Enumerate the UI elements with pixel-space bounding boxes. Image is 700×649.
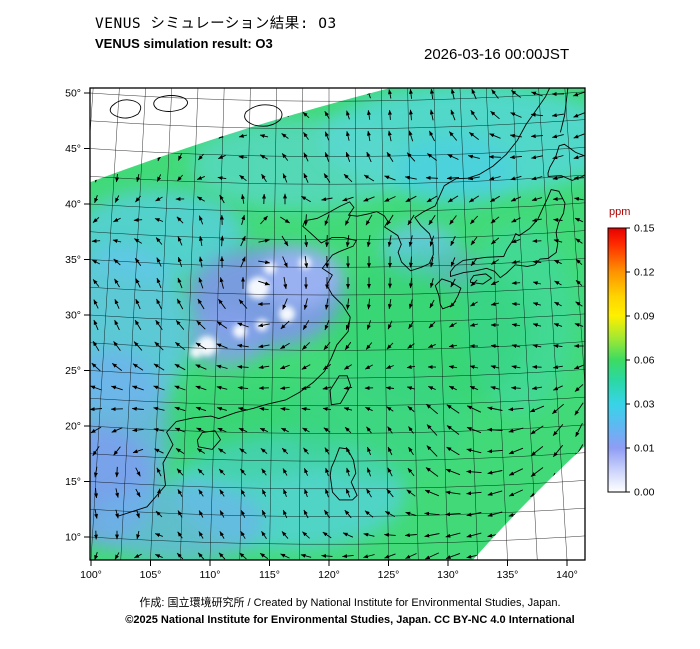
svg-text:115°: 115° [259, 569, 280, 581]
colorbar: ppm 0.15 0.12 0.09 0.06 0.03 0.01 0.00 [607, 206, 655, 499]
svg-text:35°: 35° [65, 254, 81, 266]
datetime-label: 2026-03-16 00:00JST [424, 46, 570, 63]
credit-line: 作成: 国立環境研究所 / Created by National Instit… [139, 597, 561, 609]
svg-text:15°: 15° [65, 476, 81, 488]
svg-text:0.09: 0.09 [634, 311, 655, 323]
svg-text:0.01: 0.01 [634, 443, 655, 455]
svg-text:ppm: ppm [609, 206, 630, 218]
svg-text:45°: 45° [65, 143, 81, 155]
svg-text:0.06: 0.06 [634, 355, 655, 367]
coast-honshu [449, 188, 566, 279]
coast-hainan [196, 430, 222, 450]
coast-sakhalin-edge [559, 88, 569, 133]
svg-text:20°: 20° [65, 421, 81, 433]
license-line: ©2025 National Institute for Environment… [125, 614, 575, 626]
coast-taiwan [329, 375, 352, 406]
svg-text:25°: 25° [65, 365, 81, 377]
title-japanese: VENUS シミュレーション結果: O3 [95, 16, 337, 32]
coast-shikoku [470, 273, 493, 285]
svg-text:125°: 125° [378, 569, 400, 581]
svg-text:120°: 120° [318, 569, 340, 581]
svg-text:135°: 135° [497, 569, 519, 581]
footer: 作成: 国立環境研究所 / Created by National Instit… [0, 595, 700, 629]
svg-text:10°: 10° [65, 532, 81, 544]
plot-frame [89, 87, 586, 561]
svg-text:105°: 105° [140, 569, 162, 581]
latlon-gridlines [90, 88, 585, 560]
svg-text:0.15: 0.15 [634, 223, 655, 235]
coast-kyushu [434, 278, 462, 310]
svg-text:0.00: 0.00 [634, 487, 655, 499]
lake-outlines [109, 95, 283, 127]
svg-text:140°: 140° [556, 569, 578, 581]
coast-asia-mainland-coast [117, 88, 551, 517]
title-english: VENUS simulation result: O3 [95, 36, 273, 51]
svg-text:110°: 110° [200, 569, 221, 581]
svg-text:40°: 40° [65, 199, 81, 211]
coast-luzon [329, 447, 358, 501]
svg-text:130°: 130° [437, 569, 459, 581]
axis-ticks-and-labels: 50° 45° 40° 35° 30° 25° 20° 15° 10° 100° 105° 110° 1… [65, 88, 578, 582]
svg-text:30°: 30° [65, 310, 81, 322]
svg-text:50°: 50° [65, 88, 81, 100]
svg-text:100°: 100° [80, 569, 102, 581]
svg-text:0.12: 0.12 [634, 267, 655, 279]
svg-text:0.03: 0.03 [634, 399, 655, 411]
